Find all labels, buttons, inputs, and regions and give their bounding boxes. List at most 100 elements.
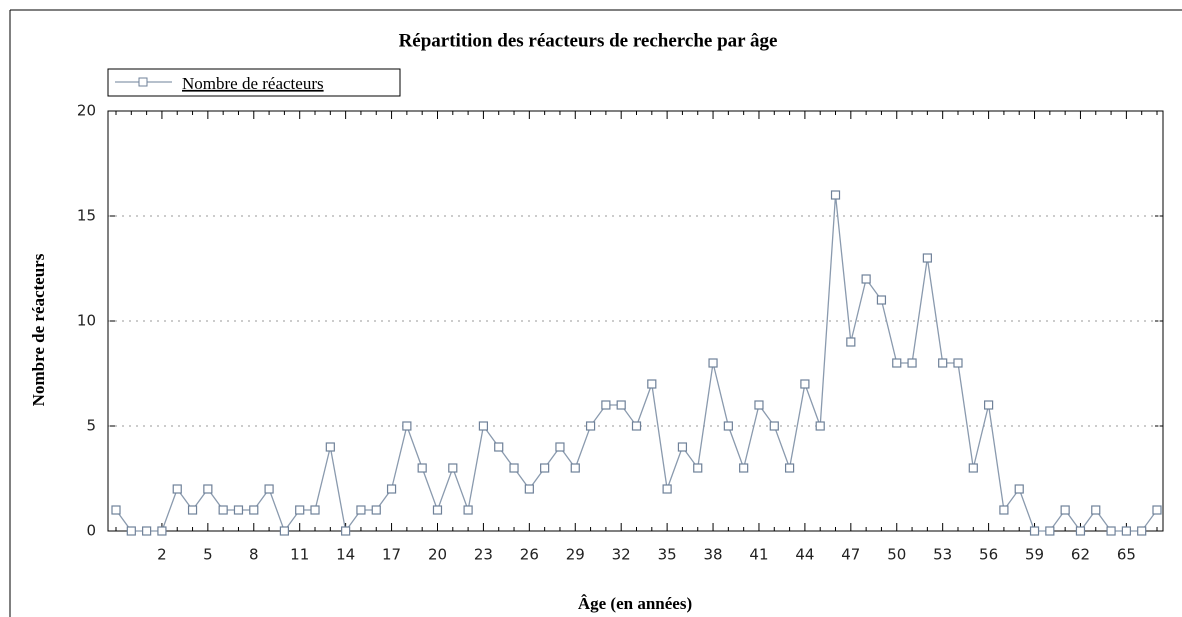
point	[1152, 505, 1162, 515]
point	[830, 190, 841, 200]
point	[325, 442, 335, 452]
point	[616, 400, 626, 410]
point	[371, 505, 381, 515]
point	[555, 442, 565, 452]
point	[111, 505, 121, 515]
point	[601, 400, 611, 410]
point	[172, 484, 182, 494]
point	[1045, 526, 1055, 536]
point	[264, 484, 274, 494]
point	[417, 463, 427, 473]
point	[585, 421, 596, 431]
y-axis-label: Nombre de réacteurs	[29, 253, 48, 406]
x-tick-label: 29	[566, 546, 585, 564]
y-tick-label: 15	[77, 207, 96, 225]
x-tick-label: 53	[933, 546, 952, 564]
point	[142, 526, 152, 536]
x-tick-label: 2	[157, 546, 167, 564]
x-tick-label: 17	[382, 546, 401, 564]
point	[876, 295, 887, 305]
x-tick-label: 14	[336, 546, 355, 564]
point	[402, 421, 412, 431]
plot-area	[107, 110, 1164, 532]
x-tick-label: 62	[1071, 546, 1090, 564]
point	[1075, 526, 1086, 536]
point	[1060, 505, 1070, 515]
x-tick-label: 47	[841, 546, 860, 564]
point	[1029, 526, 1040, 536]
y-tick-label: 5	[86, 417, 96, 435]
x-tick-label: 65	[1117, 546, 1136, 564]
x-tick-label: 35	[658, 546, 677, 564]
point	[187, 505, 198, 515]
x-tick-label: 32	[612, 546, 631, 564]
point	[892, 358, 902, 368]
series-line	[115, 194, 1158, 533]
point	[126, 526, 136, 536]
point	[677, 442, 688, 452]
x-tick-label: 8	[249, 546, 259, 564]
y-tick-label: 20	[77, 102, 96, 120]
point	[968, 463, 978, 473]
point	[233, 505, 244, 515]
point	[861, 274, 871, 284]
point	[1121, 526, 1131, 536]
point	[494, 442, 504, 452]
x-tick-label: 56	[979, 546, 998, 564]
point	[662, 484, 672, 494]
point	[356, 505, 366, 515]
point	[463, 505, 473, 515]
legend-label: Nombre de réacteurs	[182, 74, 324, 93]
point	[647, 379, 657, 389]
x-tick-label: 50	[887, 546, 906, 564]
point	[784, 463, 795, 473]
point	[907, 358, 917, 368]
point	[249, 505, 259, 515]
point	[218, 505, 228, 515]
x-tick-label: 44	[795, 546, 814, 564]
point	[984, 400, 994, 410]
x-tick-label: 26	[520, 546, 539, 564]
point	[432, 505, 443, 515]
point	[631, 421, 642, 431]
point	[509, 463, 519, 473]
x-tick-label: 38	[703, 546, 722, 564]
point	[1091, 505, 1101, 515]
point	[570, 463, 580, 473]
x-tick-label: 41	[749, 546, 768, 564]
point	[540, 463, 550, 473]
point	[1106, 526, 1116, 536]
point	[448, 463, 458, 473]
x-tick-label: 5	[203, 546, 213, 564]
point	[386, 484, 397, 494]
point	[754, 400, 764, 410]
point	[846, 337, 856, 347]
point	[1137, 526, 1147, 536]
point	[708, 358, 718, 368]
point	[922, 253, 932, 263]
point	[800, 379, 810, 389]
point	[739, 463, 749, 473]
x-tick-label: 11	[290, 546, 309, 564]
point	[693, 463, 703, 473]
y-tick-label: 10	[77, 312, 96, 330]
point	[815, 421, 825, 431]
x-tick-label: 23	[474, 546, 493, 564]
point	[999, 505, 1009, 515]
y-tick-label: 0	[86, 522, 96, 540]
point	[723, 421, 733, 431]
point	[1014, 484, 1024, 494]
x-tick-label: 20	[428, 546, 447, 564]
point	[279, 526, 289, 536]
point	[938, 358, 948, 368]
point	[953, 358, 963, 368]
point	[769, 421, 779, 431]
chart-title: Répartition des réacteurs de recherche p…	[399, 30, 778, 51]
point	[524, 484, 534, 494]
point	[478, 421, 489, 431]
point	[310, 505, 320, 515]
legend-marker	[138, 77, 148, 87]
point	[295, 505, 305, 515]
point	[203, 484, 213, 494]
point	[341, 526, 351, 536]
